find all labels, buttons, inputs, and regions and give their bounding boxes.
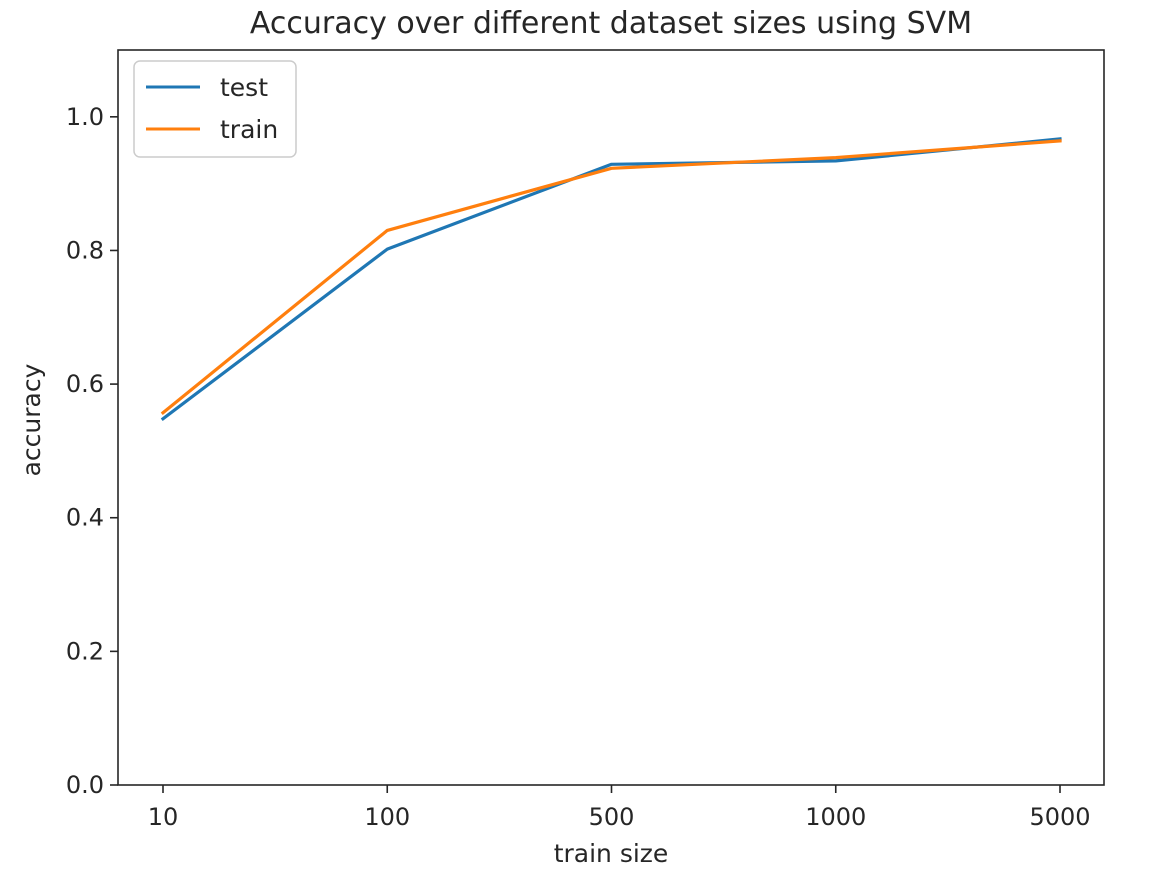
y-tick-label: 0.8 [66,236,104,264]
legend-label-test: test [220,73,268,102]
legend-label-train: train [220,115,278,144]
x-tick-label: 10 [148,803,179,831]
y-tick-label: 0.0 [66,771,104,799]
y-tick-label: 0.6 [66,370,104,398]
chart-title: Accuracy over different dataset sizes us… [250,6,972,41]
x-axis: 10 100 500 1000 5000 [148,785,1091,831]
x-tick-label: 500 [589,803,635,831]
y-tick-label: 0.4 [66,504,104,532]
series-lines [160,137,1062,422]
x-tick-label: 100 [364,803,410,831]
legend-box [133,60,297,158]
x-tick-label: 1000 [805,803,866,831]
legend: test train [133,60,297,158]
y-tick-label: 0.2 [66,637,104,665]
x-tick-label: 5000 [1029,803,1090,831]
y-axis: 0.0 0.2 0.4 0.6 0.8 1.0 [66,103,118,799]
y-tick-label: 1.0 [66,103,104,131]
x-axis-label: train size [554,839,669,868]
y-axis-label: accuracy [17,363,46,476]
series-line-train [160,139,1062,416]
